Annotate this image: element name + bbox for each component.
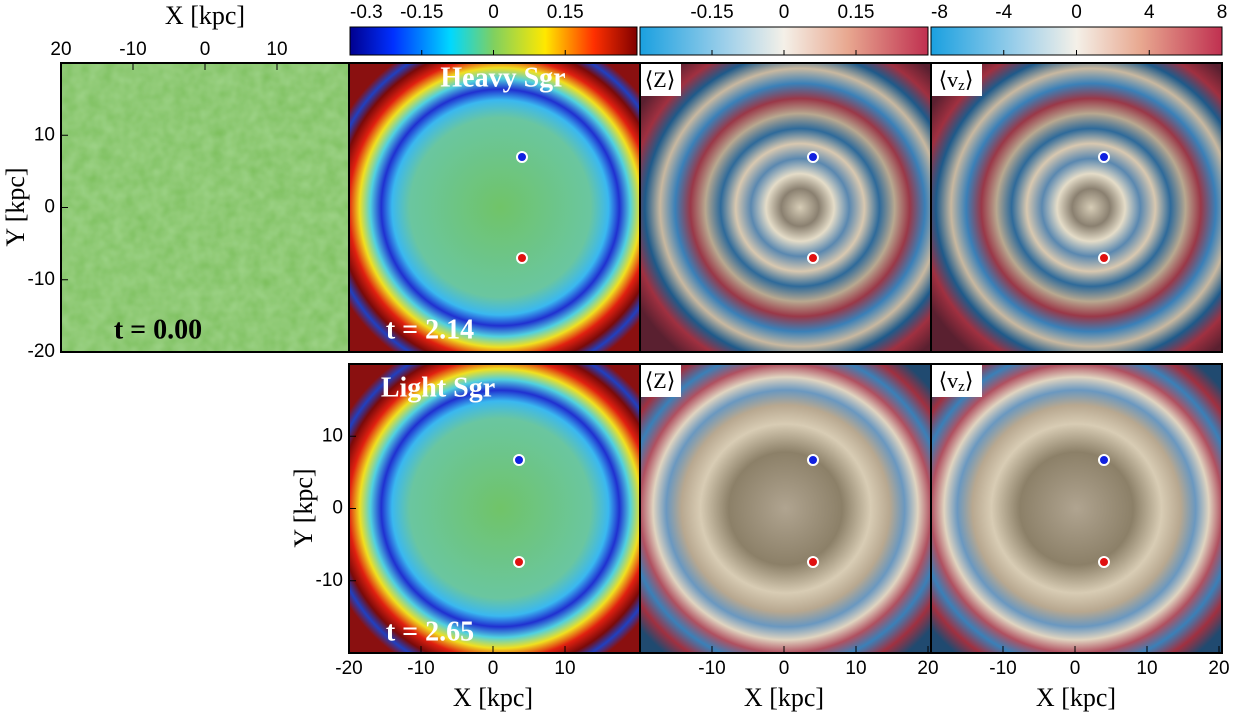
colorbar [930, 26, 1223, 56]
x-tick-label: 20 [1208, 658, 1229, 679]
x-tick-label: 0 [1070, 658, 1081, 679]
label-part: ⟩ [965, 368, 974, 393]
axis-title: X [kpc] [165, 1, 245, 30]
quantity-label: ⟨vz⟩ [939, 368, 974, 395]
colorbar-tick-label: 0.15 [838, 2, 875, 23]
model-label: Light Sgr [381, 372, 495, 403]
x-tick-label: -10 [698, 658, 725, 679]
quantity-label: ⟨vz⟩ [939, 67, 974, 94]
colorbar-tick-label: 0 [779, 2, 790, 23]
x-tick-label: 20 [917, 658, 938, 679]
x-tick-label: 10 [845, 658, 866, 679]
x-tick-label: 0 [779, 658, 790, 679]
x-tick-label: 0 [488, 658, 499, 679]
quantity-label: ⟨Z⟩ [645, 67, 676, 92]
y-tick-label: 0 [44, 197, 55, 218]
colorbar-tick-label: -0.15 [400, 2, 443, 23]
colorbar-tick-label: 0 [488, 2, 499, 23]
map-image [931, 364, 1222, 653]
y-tick-label: 10 [34, 124, 55, 145]
label-part: ⟨v [939, 67, 959, 92]
markers [513, 151, 1110, 568]
y-tick-label: -10 [316, 570, 343, 591]
map-image [349, 63, 640, 352]
panel-frame [930, 62, 1223, 353]
y-tick-label: 0 [332, 498, 343, 519]
axis-title: X [kpc] [453, 683, 533, 712]
x-tick-label: -10 [119, 39, 146, 60]
time-label: t = 0.00 [114, 314, 202, 345]
axis-title: X [kpc] [744, 683, 824, 712]
colorbar-tick-label: 0 [1071, 2, 1082, 23]
quantity-label: ⟨Z⟩ [645, 368, 676, 393]
colorbar-tick-label: -0.3 [350, 2, 383, 23]
colorbar-tick-label: 8 [1217, 2, 1228, 23]
x-tick-label: -20 [335, 658, 362, 679]
y-tick-label: -10 [28, 269, 55, 290]
map-image [349, 364, 640, 653]
x-tick-label: 10 [1136, 658, 1157, 679]
label-box [932, 365, 982, 397]
y-tick-label: -20 [28, 341, 55, 362]
colorbar-tick-label: 0.15 [547, 2, 584, 23]
label-sub: z [958, 78, 965, 94]
axis-title: X [kpc] [1036, 683, 1116, 712]
label-part: ⟨v [939, 368, 959, 393]
colorbar-tick-label: -0.15 [690, 2, 733, 23]
colorbar-tick-label: 4 [1144, 2, 1155, 23]
label-part: ⟩ [965, 67, 974, 92]
map-image [931, 63, 1222, 352]
colorbar-tick-label: -8 [931, 2, 948, 23]
axis-title: Y [kpc] [1, 167, 30, 246]
map-image [61, 63, 349, 352]
label-sub: z [958, 379, 965, 395]
x-tick-label: -10 [407, 658, 434, 679]
x-tick-label: 10 [554, 658, 575, 679]
time-label: t = 2.14 [386, 314, 474, 345]
y-tick-label: 10 [322, 425, 343, 446]
colorbar-tick-label: -4 [995, 2, 1012, 23]
model-label: Heavy Sgr [440, 62, 565, 93]
x-tick-label: 0 [200, 39, 211, 60]
panel-frame [930, 363, 1223, 654]
label-box [641, 365, 681, 397]
map-image [640, 364, 931, 653]
time-label: t = 2.65 [386, 616, 474, 647]
x-tick-label: -10 [989, 658, 1016, 679]
map-image [640, 63, 931, 352]
axis-title: Y [kpc] [289, 468, 318, 547]
label-box [932, 64, 982, 96]
x-tick-label: 20 [50, 39, 71, 60]
x-tick-label: 10 [266, 39, 287, 60]
label-box [641, 64, 681, 96]
